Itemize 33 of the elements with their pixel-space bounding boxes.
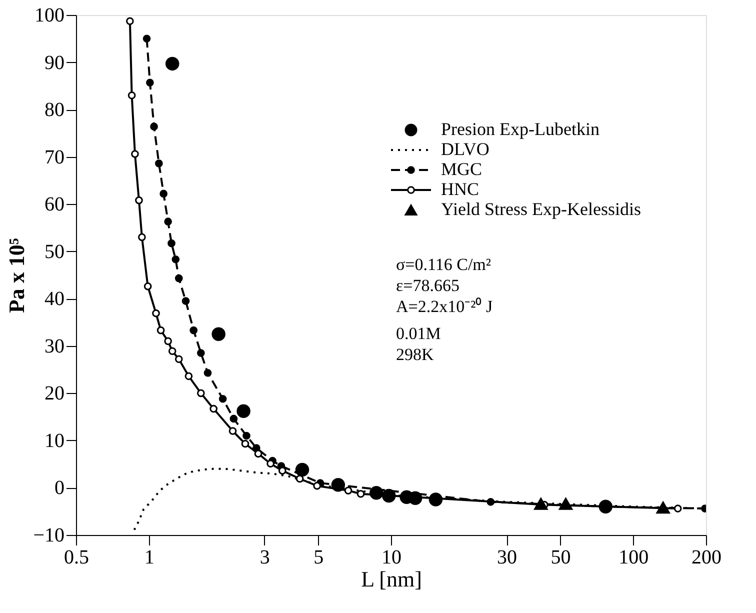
y-tick-label: 70	[44, 146, 64, 168]
x-tick-label: 5	[314, 546, 324, 568]
y-tick-label: 90	[44, 52, 64, 74]
x-tick-label: 50	[550, 546, 571, 568]
y-tick-label: 20	[44, 382, 64, 405]
legend-label: HNC	[441, 179, 480, 199]
legend-label: DLVO	[441, 139, 490, 159]
x-tick-label: 100	[618, 546, 649, 568]
legend-label: MGC	[441, 159, 482, 179]
annotation: 0.01M	[396, 324, 441, 343]
y-tick-label: 50	[44, 240, 64, 263]
annotation: ε=78.665	[396, 276, 460, 295]
x-tick-label: 10	[382, 546, 402, 568]
y-tick-label: 10	[44, 430, 64, 452]
y-tick-label: 100	[34, 4, 64, 26]
annotation: 298K	[396, 345, 434, 364]
x-tick-label: 200	[692, 546, 722, 568]
y-tick-label: 30	[44, 335, 64, 358]
x-tick-label: 1	[144, 546, 154, 568]
x-tick-label: 30	[497, 546, 518, 568]
y-tick-label: 80	[44, 99, 64, 122]
legend-label: Presion Exp-Lubetkin	[441, 119, 600, 139]
y-axis-title: Pa x 10⁵	[4, 238, 30, 314]
y-tick-label: 40	[44, 288, 64, 310]
annotation: A=2.2x10⁻²⁰ J	[396, 297, 493, 316]
x-axis-title: L [nm]	[361, 566, 422, 592]
x-tick-label: 3	[260, 546, 270, 568]
x-tick-label: 0.5	[64, 546, 89, 568]
y-tick-label: −10	[33, 524, 64, 546]
y-tick-label: 0	[54, 477, 64, 500]
legend-label: Yield Stress Exp-Kelessidis	[441, 199, 641, 219]
y-tick-label: 60	[44, 194, 64, 216]
annotation: σ=0.116 C/m²	[396, 255, 492, 274]
